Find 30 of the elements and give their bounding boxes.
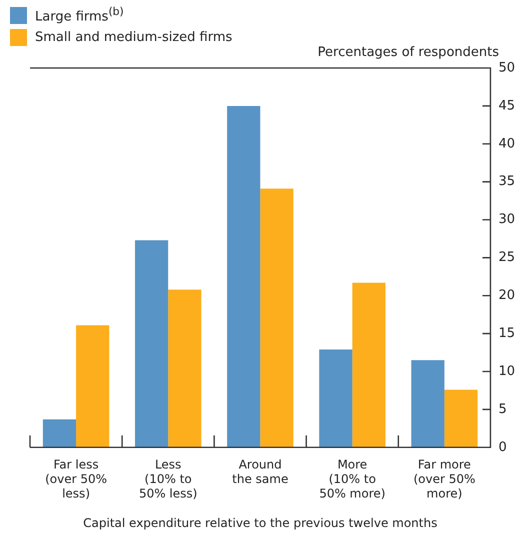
y-tick-label: 15 [498,326,516,341]
legend-label: Small and medium-sized firms [35,30,232,44]
bar [319,350,352,448]
bar [227,106,260,448]
bar [352,282,386,448]
x-axis-title: Capital expenditure relative to the previous twelve months [83,516,438,530]
x-tick-label: Less (10% to 50% less) [138,458,198,501]
bar [260,188,294,448]
y-tick-label: 25 [498,250,516,266]
y-tick-label: 30 [498,212,516,228]
bar [411,360,444,448]
bar [42,419,76,448]
bar [134,240,168,448]
x-tick-label: Far less (over 50% less) [45,458,108,501]
y-tick-label: 5 [498,402,507,417]
y-tick-label: 0 [498,440,507,455]
y-tick-label: 10 [498,364,516,379]
y-tick-label: 40 [498,136,516,152]
legend-label: Large firms$^{(b)}$ [35,5,124,25]
y-tick-label: 20 [498,288,516,304]
y-tick-label: 35 [498,174,516,190]
x-tick-label: More (10% to 50% more) [319,458,386,501]
x-tick-label: Around the same [232,458,288,486]
y-tick-label: 50 [498,60,516,76]
bar [76,325,110,448]
x-tick-label: Far more (over 50% more) [413,458,476,501]
y-axis-title: Percentages of respondents [318,45,499,60]
bar [168,290,202,448]
y-tick-label: 45 [498,98,516,114]
bar [444,390,478,448]
